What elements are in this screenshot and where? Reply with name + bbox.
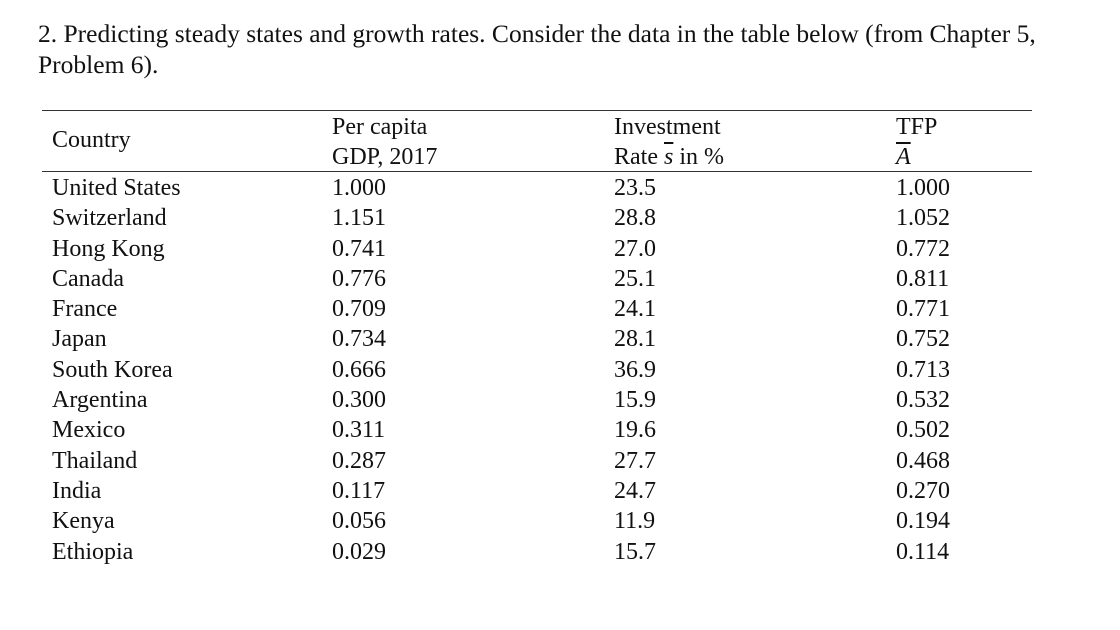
cell-gdp: 0.029 — [332, 538, 386, 565]
cell-investment: 23.5 — [614, 175, 656, 201]
cell-gdp: 0.117 — [332, 477, 386, 504]
cell-tfp: 0.713 — [896, 356, 950, 383]
table-row: Mexico 0.311 19.6 0.502 — [42, 415, 1032, 445]
cell-gdp: 0.056 — [332, 508, 386, 535]
table-row: Japan 0.734 28.1 0.752 — [42, 324, 1032, 354]
header-investment-prefix: Rate — [614, 144, 664, 170]
cell-investment: 27.0 — [614, 235, 656, 262]
cell-country: Thailand — [52, 447, 138, 474]
problem-line-1: 2. Predicting steady states and growth r… — [38, 19, 1036, 48]
table-row: Kenya 0.056 11.9 0.194 — [42, 506, 1032, 536]
cell-tfp: 0.772 — [896, 235, 950, 262]
cell-tfp: 0.114 — [896, 538, 950, 565]
table-row: Hong Kong 0.741 27.0 0.772 — [42, 234, 1032, 264]
cell-country: United States — [52, 175, 181, 201]
cell-investment: 25.1 — [614, 265, 656, 292]
cell-country: Japan — [52, 326, 107, 353]
header-tfp-line-2: A — [896, 142, 911, 172]
table-row: France 0.709 24.1 0.771 — [42, 294, 1032, 324]
cell-investment: 24.7 — [614, 477, 656, 504]
header-tfp-line-1: TFP — [896, 114, 938, 140]
cell-tfp: 0.468 — [896, 447, 950, 474]
cell-gdp: 0.666 — [332, 356, 386, 383]
cell-tfp: 1.000 — [896, 175, 950, 201]
problem-line-2: Problem 6). — [38, 50, 159, 79]
table-body: United States 1.000 23.5 1.000 Switzerla… — [42, 173, 1032, 567]
cell-gdp: 0.734 — [332, 326, 386, 353]
cell-investment: 19.6 — [614, 417, 656, 444]
table-row: Canada 0.776 25.1 0.811 — [42, 264, 1032, 294]
cell-gdp: 0.709 — [332, 296, 386, 323]
cell-country: South Korea — [52, 356, 173, 383]
cell-tfp: 0.194 — [896, 508, 950, 535]
table-row: Switzerland 1.151 28.8 1.052 — [42, 203, 1032, 233]
table-row: South Korea 0.666 36.9 0.713 — [42, 355, 1032, 385]
cell-gdp: 0.287 — [332, 447, 386, 474]
cell-gdp: 1.000 — [332, 175, 386, 201]
cell-investment: 28.1 — [614, 326, 656, 353]
cell-tfp: 0.771 — [896, 296, 950, 323]
cell-country: Canada — [52, 265, 124, 292]
cell-gdp: 0.311 — [332, 417, 386, 444]
cell-country: Hong Kong — [52, 235, 165, 262]
cell-tfp: 1.052 — [896, 205, 950, 232]
cell-country: Argentina — [52, 387, 148, 414]
data-table: Country Per capita GDP, 2017 Investment … — [42, 110, 1032, 565]
header-gdp-line-2: GDP, 2017 — [332, 144, 438, 170]
cell-country: Mexico — [52, 417, 126, 444]
cell-investment: 24.1 — [614, 296, 656, 323]
table-row: United States 1.000 23.5 1.000 — [42, 173, 1032, 203]
cell-investment: 28.8 — [614, 205, 656, 232]
cell-tfp: 0.502 — [896, 417, 950, 444]
cell-investment: 15.7 — [614, 538, 656, 565]
cell-gdp: 1.151 — [332, 205, 386, 232]
table-top-rule — [42, 110, 1032, 111]
cell-country: India — [52, 477, 102, 504]
header-investment-suffix: in % — [673, 144, 724, 170]
table-row: Thailand 0.287 27.7 0.468 — [42, 446, 1032, 476]
cell-investment: 15.9 — [614, 387, 656, 414]
cell-country: Switzerland — [52, 205, 167, 232]
table-row: Ethiopia 0.029 15.7 0.114 — [42, 537, 1032, 567]
problem-statement: 2. Predicting steady states and growth r… — [38, 18, 1098, 80]
cell-country: Kenya — [52, 508, 115, 535]
cell-investment: 36.9 — [614, 356, 656, 383]
cell-country: Ethiopia — [52, 538, 134, 565]
cell-gdp: 0.741 — [332, 235, 386, 262]
header-investment-line-1: Investment — [614, 114, 721, 140]
header-investment-line-2: Rate s in % — [614, 142, 724, 172]
table-header-rule — [42, 171, 1032, 172]
cell-tfp: 0.752 — [896, 326, 950, 353]
table-row: Argentina 0.300 15.9 0.532 — [42, 385, 1032, 415]
header-investment-symbol: s — [663, 144, 674, 170]
cell-tfp: 0.811 — [896, 265, 950, 292]
cell-investment: 27.7 — [614, 447, 656, 474]
header-tfp-symbol: A — [896, 144, 911, 170]
header-country: Country — [52, 127, 131, 153]
table-header: Country Per capita GDP, 2017 Investment … — [42, 110, 1032, 172]
cell-country: France — [52, 296, 118, 323]
cell-investment: 11.9 — [614, 508, 656, 535]
cell-gdp: 0.776 — [332, 265, 386, 292]
header-gdp-line-1: Per capita — [332, 114, 428, 140]
cell-gdp: 0.300 — [332, 387, 386, 414]
cell-tfp: 0.270 — [896, 477, 950, 504]
table-row: India 0.117 24.7 0.270 — [42, 476, 1032, 506]
cell-tfp: 0.532 — [896, 387, 950, 414]
